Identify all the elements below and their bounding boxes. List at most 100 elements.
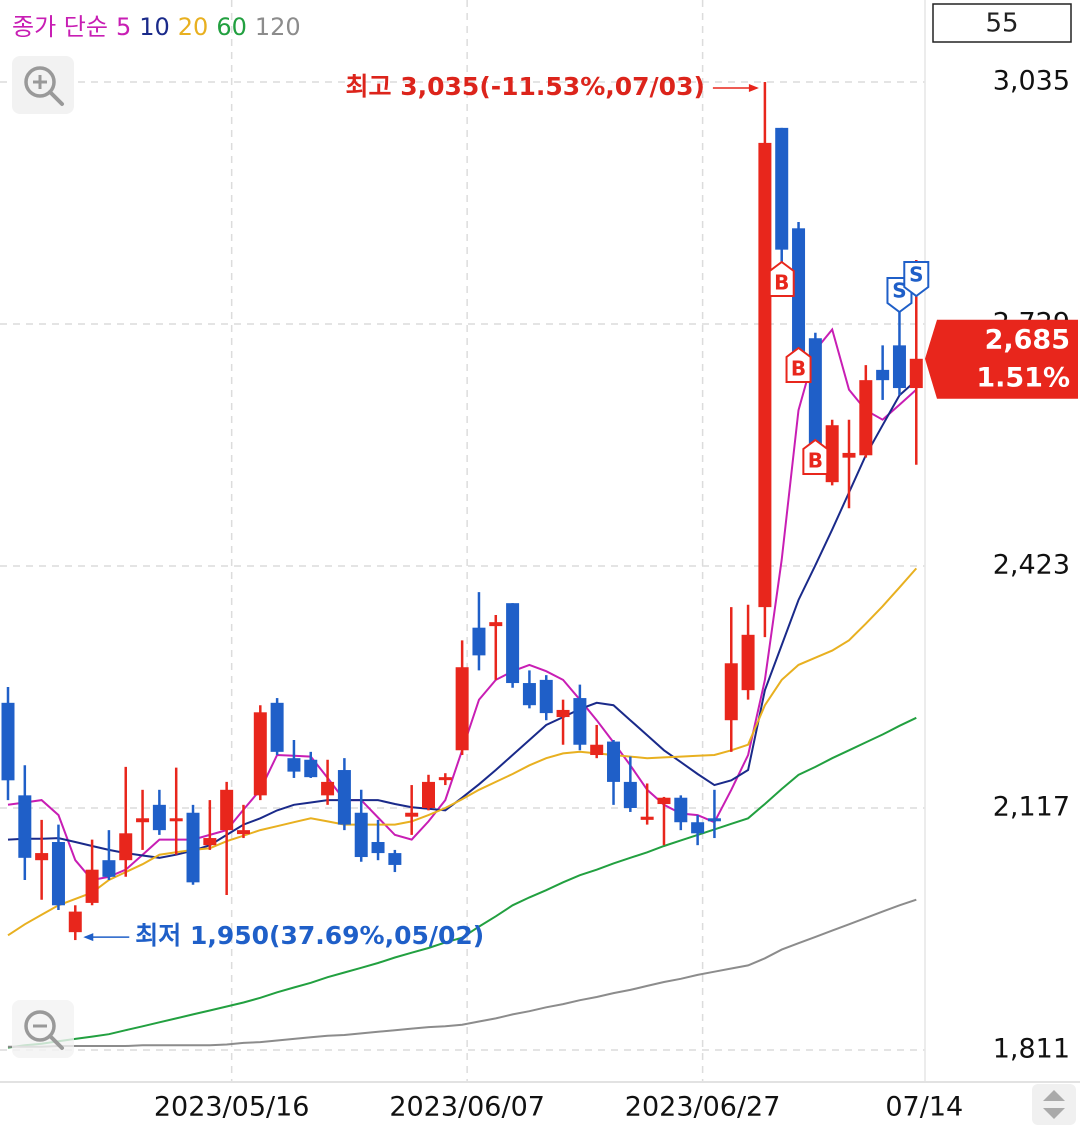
high-annotation: 최고 3,035(-11.53%,07/03) xyxy=(346,72,705,101)
candle-body xyxy=(859,380,873,456)
ma-line xyxy=(7,716,917,1049)
candle-body xyxy=(775,127,789,250)
low-annotation: 최저 1,950(37.69%,05/02) xyxy=(135,921,484,950)
candle-body xyxy=(102,860,116,877)
signal-label: B xyxy=(774,271,789,295)
y-tick-label: 3,035 xyxy=(993,66,1070,97)
candle-body xyxy=(472,627,486,656)
candle-body xyxy=(455,667,469,751)
candle-body xyxy=(203,838,217,846)
signal-label: S xyxy=(909,263,923,287)
signal-tag xyxy=(785,346,812,383)
scroll-buttons[interactable] xyxy=(1032,1084,1076,1125)
legend-entry: 120 xyxy=(255,13,301,41)
legend-prefix: 종가 단순 xyxy=(12,13,108,41)
candle-body xyxy=(842,452,856,458)
last-price-box xyxy=(925,319,1078,399)
candle-body xyxy=(674,797,688,823)
candle-body xyxy=(220,789,234,831)
candle-body xyxy=(892,345,906,389)
signal-label: B xyxy=(808,449,823,473)
candle-body xyxy=(590,744,604,756)
legend: 종가 단순 5 10 20 60 120 xyxy=(12,13,301,41)
candle-body xyxy=(741,634,755,691)
candle-body xyxy=(792,228,806,355)
candle-body xyxy=(909,358,923,389)
counter-box[interactable] xyxy=(932,3,1072,43)
zoom-out-bg xyxy=(12,1000,74,1058)
candle-body xyxy=(287,758,301,772)
candles xyxy=(1,82,923,941)
scroll-down xyxy=(1043,1108,1065,1119)
x-tick-label: 2023/06/07 xyxy=(389,1092,545,1123)
candle-body xyxy=(337,770,351,825)
arrow-head xyxy=(83,933,94,942)
candle-body xyxy=(236,830,250,835)
candle-body xyxy=(640,816,654,820)
zoom-in-bg xyxy=(12,56,74,114)
candle-body xyxy=(657,797,671,805)
signal-tag xyxy=(802,438,829,475)
candle-body xyxy=(422,781,435,808)
y-tick-label: 1,811 xyxy=(993,1034,1070,1065)
candle-body xyxy=(724,663,738,721)
candle-body xyxy=(18,795,32,858)
legend-entry: 60 xyxy=(216,13,247,41)
candle-body xyxy=(691,822,705,834)
signal-label: B xyxy=(791,357,806,381)
candle-body xyxy=(522,683,536,706)
candle-body xyxy=(136,818,150,823)
candle-body xyxy=(270,702,284,752)
zoom-icon xyxy=(48,1034,64,1050)
signal-label: S xyxy=(892,279,906,303)
candle-body xyxy=(506,603,520,684)
ma-line xyxy=(7,379,917,859)
candle-body xyxy=(405,812,419,817)
zoom-out[interactable] xyxy=(12,1000,74,1058)
candle-body xyxy=(304,759,318,778)
legend-entry: 20 xyxy=(178,13,209,41)
ma-line xyxy=(8,898,917,1048)
candle-body xyxy=(758,142,772,608)
overlays: 1,8112,1172,4232,7293,0352023/05/162023/… xyxy=(83,66,1078,1123)
candle-body xyxy=(68,911,82,933)
zoom-icon xyxy=(24,1010,56,1042)
last-change: 1.51% xyxy=(976,362,1070,393)
zoom-icon xyxy=(24,66,56,98)
candle-body xyxy=(707,818,721,822)
ma-line xyxy=(7,567,918,937)
candle-body xyxy=(85,869,99,903)
candle-body xyxy=(1,702,15,781)
candle-body xyxy=(35,853,49,861)
scroll-up xyxy=(1043,1090,1065,1101)
legend-entry: 10 xyxy=(139,13,170,41)
y-tick-label: 2,423 xyxy=(993,550,1070,581)
candle-body xyxy=(876,369,890,381)
signal-tag xyxy=(768,260,795,297)
legend-entry: 5 xyxy=(116,13,131,41)
candle-body xyxy=(51,842,65,906)
candle-body xyxy=(607,741,621,782)
candle-body xyxy=(186,812,200,883)
candle-body xyxy=(119,833,133,861)
candle-body xyxy=(825,425,839,483)
candle-body xyxy=(539,679,553,714)
x-tick-label: 2023/05/16 xyxy=(154,1092,310,1123)
candle-body xyxy=(152,804,166,831)
candle-body xyxy=(321,781,335,796)
candle-body xyxy=(808,338,822,445)
candle-body xyxy=(556,709,570,718)
zoom-in[interactable] xyxy=(12,56,74,114)
last-price: 2,685 xyxy=(985,324,1070,355)
candle-body xyxy=(354,812,368,858)
scroll-bg xyxy=(1032,1084,1076,1125)
candle-body xyxy=(388,853,402,865)
candle-body xyxy=(489,622,503,627)
candle-body xyxy=(438,777,452,781)
counter: 55 xyxy=(985,9,1018,39)
x-tick-label: 2023/06/27 xyxy=(625,1092,781,1123)
signal-tag xyxy=(903,261,930,298)
